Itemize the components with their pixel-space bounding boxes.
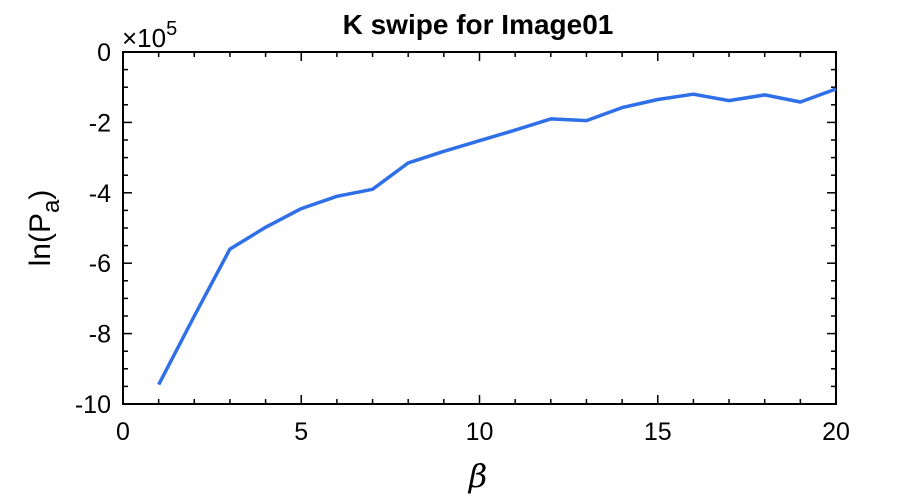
y-tick-label: -6 [89, 250, 111, 278]
svg-text:×105: ×105 [122, 18, 177, 53]
y-multiplier-exponent: 5 [166, 18, 177, 40]
tick-marks [122, 51, 837, 405]
y-axis-label-close: ) [24, 190, 57, 200]
series-line [157, 87, 837, 386]
y-axis-label-main: ln(P [24, 213, 57, 266]
y-tick-label: -10 [75, 391, 111, 419]
y-tick-label: -4 [89, 180, 111, 208]
x-tick-label: 20 [822, 418, 850, 446]
y-tick-label: -8 [89, 321, 111, 349]
y-multiplier-base: ×10 [122, 23, 166, 53]
y-multiplier: ×105 [122, 18, 177, 53]
x-axis-label: β [468, 457, 488, 495]
plot-frame [122, 51, 837, 405]
plot-axes [122, 51, 837, 405]
y-tick-label: 0 [97, 39, 111, 67]
x-tick-label: 0 [116, 418, 130, 446]
x-tick-label: 5 [294, 418, 308, 446]
x-tick-label: 15 [644, 418, 672, 446]
y-axis-label: ln(Pa) [24, 190, 65, 267]
tick-labels: 0 5 10 15 20 0 -2 -4 -6 -8 -10 [75, 39, 850, 446]
x-tick-label: 10 [466, 418, 494, 446]
y-tick-label: -2 [89, 109, 111, 137]
chart-title: K swipe for Image01 [343, 9, 614, 40]
series-layer [157, 87, 837, 386]
y-axis-label-subscript: a [38, 199, 65, 213]
